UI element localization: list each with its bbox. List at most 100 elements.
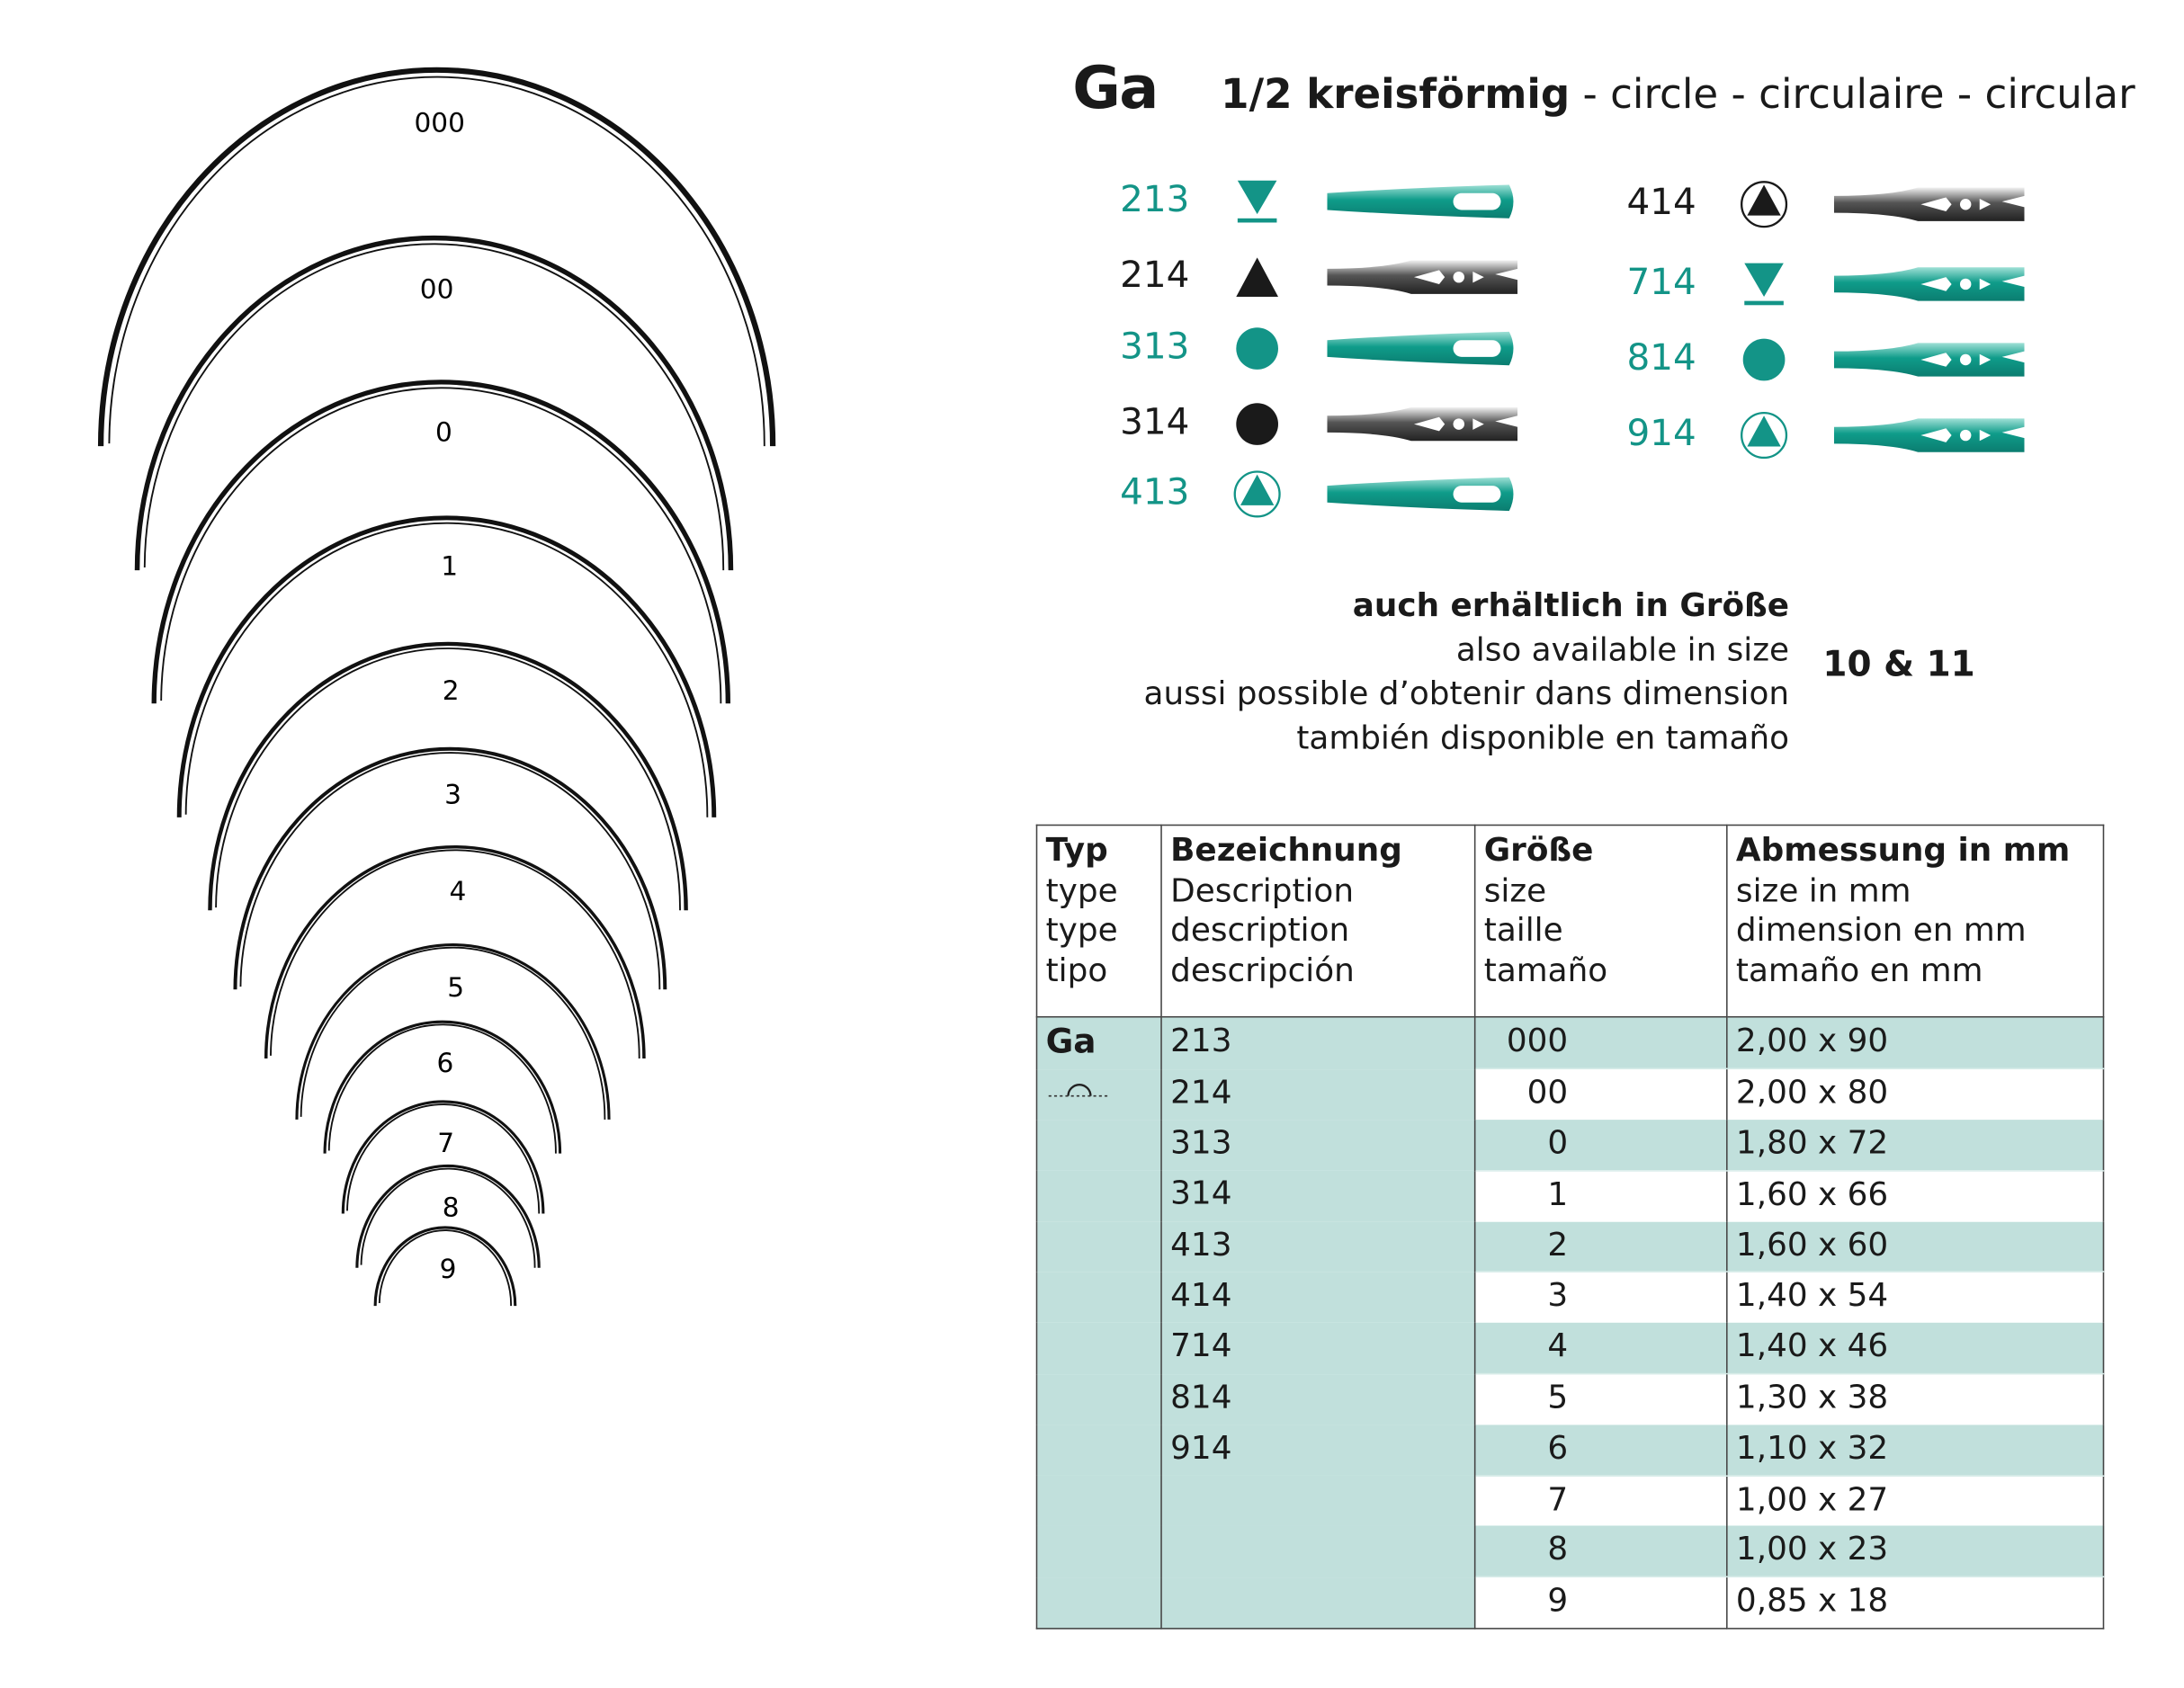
- designation: 313: [1170, 1125, 1232, 1162]
- size-value: 1: [1547, 1176, 1569, 1214]
- header-translation: dimension en mm: [1735, 912, 2027, 950]
- needle-arc-0: 0: [151, 380, 730, 704]
- column-header: Typ type type tipo: [1035, 824, 1162, 1018]
- spring-eye-icon: [1833, 184, 2025, 224]
- needle-number: 814: [1626, 337, 1696, 380]
- type-cell: [1035, 1475, 1162, 1527]
- dimension-cell: 1,40 x 46: [1726, 1323, 2105, 1375]
- needle-arc-7: 7: [341, 1100, 545, 1214]
- triangle-down-bar-icon: [1739, 259, 1789, 309]
- dimension-cell: 1,00 x 27: [1726, 1475, 2105, 1527]
- designation-cell: 313: [1160, 1120, 1476, 1171]
- needle-arc-6: 6: [323, 1020, 562, 1154]
- type-cell: [1035, 1170, 1162, 1222]
- designation: 414: [1170, 1277, 1232, 1315]
- needle-type-code: Ga: [1072, 53, 1159, 122]
- circle-icon: [1232, 399, 1283, 450]
- dimension-cell: 1,60 x 60: [1726, 1221, 2105, 1273]
- size-cell: 4: [1473, 1323, 1728, 1375]
- type-cell: [1035, 1272, 1162, 1324]
- dimension-value: 1,00 x 27: [1735, 1481, 1889, 1519]
- table-row: 214 00 2,00 x 80: [1035, 1068, 2105, 1121]
- type-cell: [1035, 1373, 1162, 1425]
- size-value: 4: [1547, 1328, 1569, 1365]
- circle-icon: [1232, 324, 1283, 374]
- dimension-cell: 2,00 x 80: [1726, 1068, 2105, 1121]
- needle-arc-5: 5: [295, 943, 611, 1120]
- type-cell: [1035, 1576, 1162, 1630]
- size-cell: 2: [1473, 1221, 1728, 1273]
- needle-arc-4: 4: [264, 844, 646, 1058]
- header-translation: size in mm: [1735, 872, 1911, 909]
- designation: 914: [1170, 1430, 1232, 1467]
- dimension-value: 1,10 x 32: [1735, 1430, 1889, 1467]
- size-cell: 8: [1473, 1526, 1728, 1578]
- designation: 413: [1170, 1227, 1232, 1264]
- size-value: 9: [1547, 1583, 1569, 1621]
- size-cell: 7: [1473, 1475, 1728, 1527]
- type-code: Ga: [1045, 1022, 1096, 1061]
- type-cell: [1035, 1323, 1162, 1374]
- availability-line-es: también disponible en tamaño: [1296, 719, 1790, 757]
- table-header-row: Typ type type tipo Bezeichnung Description des…: [1035, 824, 2105, 1018]
- needle-number: 914: [1626, 413, 1696, 455]
- needle-number: 214: [1120, 255, 1190, 297]
- header-translation: tamaño en mm: [1735, 952, 1983, 989]
- arc-size-label: 6: [437, 1048, 454, 1078]
- availability-line-de: auch erhältlich in Größe: [1352, 587, 1790, 625]
- designation-cell: 714: [1160, 1323, 1476, 1374]
- size-value: 00: [1526, 1075, 1569, 1112]
- dimension-value: 0,85 x 18: [1735, 1583, 1889, 1621]
- designation-cell: 814: [1160, 1373, 1476, 1425]
- size-cell: 3: [1473, 1272, 1728, 1324]
- table-row: 7 1,00 x 27: [1035, 1475, 2105, 1527]
- dimension-value: 2,00 x 90: [1735, 1023, 1889, 1060]
- header-title: Abmessung in mm: [1735, 833, 2071, 870]
- header-title: Typ: [1045, 833, 1108, 870]
- size-value: 6: [1547, 1430, 1569, 1467]
- dimension-value: 1,40 x 54: [1735, 1278, 1889, 1316]
- designation-cell: [1160, 1576, 1476, 1630]
- size-value: 8: [1547, 1532, 1569, 1568]
- needle-arc-00: 00: [134, 235, 734, 571]
- triangle-down-bar-icon: [1232, 176, 1283, 227]
- designation-cell: 213: [1160, 1016, 1476, 1069]
- column-header: Abmessung in mm size in mm dimension en mm…: [1726, 824, 2105, 1018]
- type-cell: Ga: [1035, 1016, 1162, 1069]
- size-value: 3: [1547, 1278, 1569, 1316]
- dimension-value: 2,00 x 80: [1735, 1075, 1889, 1112]
- needle-arc-3: 3: [233, 746, 667, 990]
- header-translation: type: [1045, 912, 1118, 950]
- designation-cell: [1160, 1526, 1476, 1577]
- arc-size-label: 3: [444, 779, 461, 809]
- round-eye-icon: [1327, 182, 1517, 221]
- dimension-cell: 0,85 x 18: [1726, 1576, 2105, 1630]
- size-value: 000: [1506, 1023, 1569, 1060]
- header-translation: Description: [1170, 872, 1355, 909]
- circle-triangle-icon: [1739, 179, 1789, 229]
- dimension-cell: 1,60 x 66: [1726, 1170, 2105, 1222]
- dimension-cell: 1,40 x 54: [1726, 1272, 2105, 1324]
- needle-arc-000: 000: [97, 67, 776, 447]
- size-cell: 9: [1473, 1576, 1728, 1630]
- dimension-value: 1,00 x 23: [1735, 1532, 1889, 1568]
- half-circle-icon: [1046, 1075, 1114, 1111]
- type-cell: [1035, 1526, 1162, 1577]
- designation-cell: 414: [1160, 1272, 1476, 1324]
- designation: 314: [1170, 1175, 1232, 1213]
- size-value: 0: [1547, 1125, 1569, 1162]
- size-cell: 5: [1473, 1373, 1728, 1425]
- spring-eye-icon: [1833, 415, 2025, 455]
- designation-cell: 914: [1160, 1425, 1476, 1476]
- table-row: 314 1 1,60 x 66: [1035, 1170, 2105, 1222]
- size-cell: 0: [1473, 1120, 1728, 1172]
- designation-cell: 413: [1160, 1221, 1476, 1273]
- spring-eye-icon: [1327, 257, 1518, 297]
- dimension-cell: 1,30 x 38: [1726, 1373, 2105, 1425]
- size-value: 7: [1547, 1481, 1569, 1519]
- circle-icon: [1739, 335, 1789, 385]
- circle-triangle-icon: [1232, 469, 1283, 519]
- needle-number: 414: [1626, 182, 1696, 225]
- size-cell: 6: [1473, 1425, 1728, 1477]
